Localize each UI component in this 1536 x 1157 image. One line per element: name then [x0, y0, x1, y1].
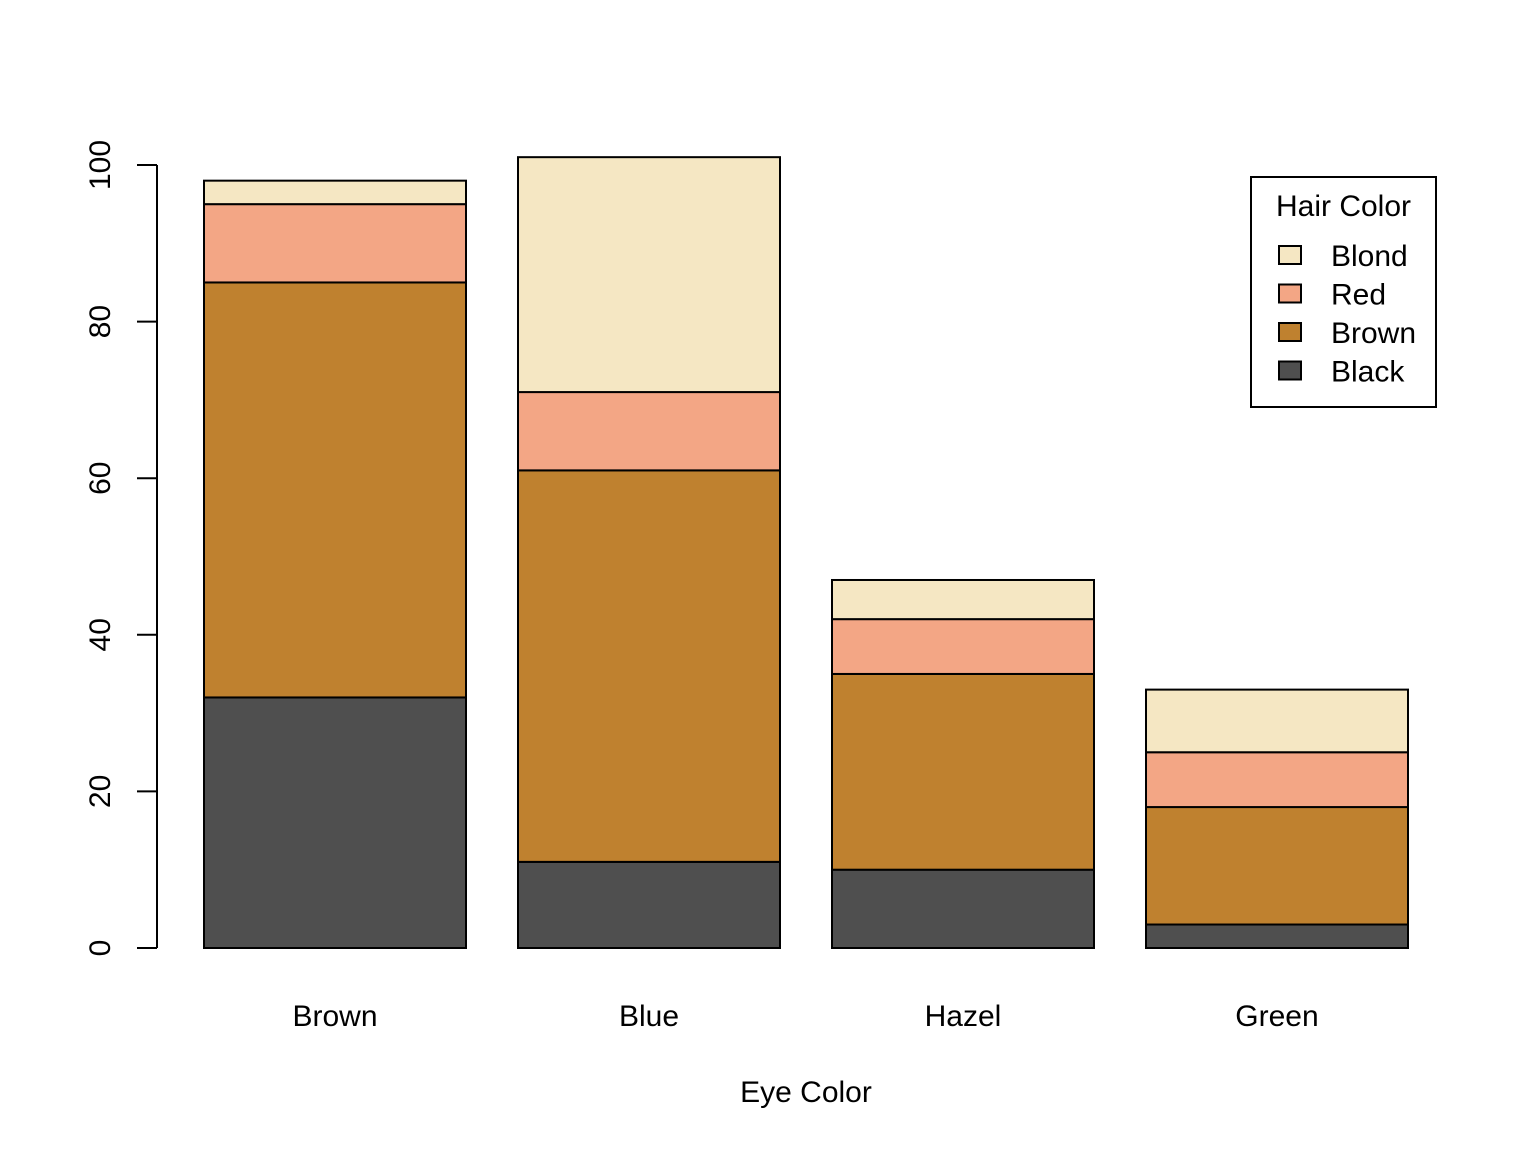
x-axis-title: Eye Color [740, 1076, 872, 1109]
bar-hazel-eyes-brown-hair [831, 672, 1095, 871]
bar-green-eyes-blond-hair [1145, 688, 1409, 754]
bars-layer [203, 156, 1409, 950]
bar-brown-eyes-brown-hair [203, 281, 467, 699]
legend-swatch-brown [1278, 322, 1302, 342]
legend-title: Hair Color [1276, 190, 1411, 223]
y-tick-label: 40 [84, 618, 117, 651]
y-tick-label: 0 [84, 940, 117, 957]
bar-green-eyes-brown-hair [1145, 806, 1409, 926]
legend-label-black: Black [1331, 356, 1405, 389]
legend-swatch-blond [1278, 245, 1302, 265]
legend-label-red: Red [1331, 279, 1386, 312]
bar-brown-eyes-red-hair [203, 203, 467, 284]
bar-green-eyes-black-hair [1145, 923, 1409, 950]
x-tick-label: Brown [292, 1000, 377, 1033]
y-tick-label: 20 [84, 775, 117, 808]
legend-swatch-black [1278, 360, 1302, 381]
legend-label-brown: Brown [1331, 317, 1416, 350]
legend-swatch-red [1278, 283, 1302, 304]
y-tick-label: 60 [84, 462, 117, 495]
bar-blue-eyes-red-hair [517, 391, 781, 472]
bar-hazel-eyes-black-hair [831, 868, 1095, 950]
y-tick-label: 80 [84, 305, 117, 338]
x-tick-label: Green [1235, 1000, 1318, 1033]
bar-hazel-eyes-blond-hair [831, 578, 1095, 621]
bar-blue-eyes-brown-hair [517, 469, 781, 863]
y-axis: 0 20 40 60 80 100 [84, 140, 158, 957]
bar-green-eyes-red-hair [1145, 751, 1409, 809]
bar-brown-eyes-blond-hair [203, 179, 467, 206]
x-tick-label: Blue [619, 1000, 679, 1033]
bar-blue-eyes-blond-hair [517, 156, 781, 394]
x-axis-labels: Brown Blue Hazel Green [292, 1000, 1318, 1033]
bar-hazel-eyes-red-hair [831, 618, 1095, 675]
legend-label-blond: Blond [1331, 240, 1408, 273]
x-tick-label: Hazel [925, 1000, 1002, 1033]
y-tick-label: 100 [84, 140, 117, 190]
bar-blue-eyes-black-hair [517, 860, 781, 949]
legend: Hair Color Blond Red Brown Black [1250, 176, 1437, 408]
bar-brown-eyes-black-hair [203, 696, 467, 949]
